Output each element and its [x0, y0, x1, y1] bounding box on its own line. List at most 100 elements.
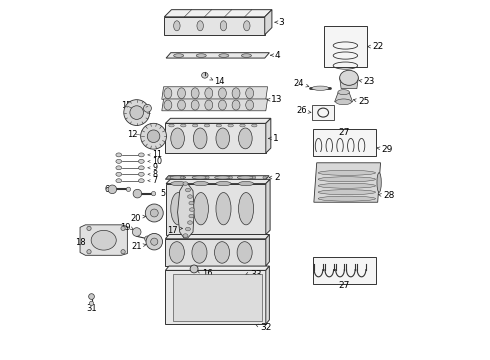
- Ellipse shape: [171, 128, 184, 149]
- Text: 1: 1: [273, 134, 279, 143]
- Ellipse shape: [139, 172, 144, 176]
- Ellipse shape: [124, 100, 149, 126]
- Ellipse shape: [191, 100, 199, 110]
- Text: 10: 10: [152, 157, 162, 166]
- Ellipse shape: [130, 106, 144, 120]
- Ellipse shape: [245, 100, 254, 110]
- Ellipse shape: [146, 204, 163, 222]
- Ellipse shape: [192, 176, 208, 179]
- Text: 31: 31: [86, 304, 97, 313]
- Ellipse shape: [205, 100, 213, 110]
- Ellipse shape: [116, 153, 122, 157]
- Ellipse shape: [216, 124, 221, 127]
- Ellipse shape: [133, 189, 142, 198]
- Ellipse shape: [216, 193, 231, 225]
- Ellipse shape: [194, 193, 208, 225]
- Text: 22: 22: [372, 42, 384, 51]
- Ellipse shape: [190, 265, 198, 273]
- Text: 14: 14: [215, 77, 225, 86]
- Ellipse shape: [194, 181, 208, 186]
- Ellipse shape: [219, 100, 226, 110]
- Ellipse shape: [164, 88, 172, 99]
- Ellipse shape: [139, 179, 144, 183]
- Ellipse shape: [318, 170, 375, 175]
- Polygon shape: [266, 266, 270, 324]
- Ellipse shape: [245, 88, 254, 99]
- Ellipse shape: [232, 88, 240, 99]
- Ellipse shape: [239, 128, 252, 149]
- Ellipse shape: [121, 226, 125, 230]
- Ellipse shape: [185, 188, 191, 192]
- Text: 33: 33: [250, 270, 262, 279]
- Polygon shape: [166, 270, 266, 324]
- Text: 19: 19: [120, 223, 130, 232]
- Ellipse shape: [215, 242, 230, 263]
- Ellipse shape: [220, 21, 227, 31]
- Ellipse shape: [181, 124, 186, 127]
- Text: 2: 2: [274, 173, 280, 182]
- Polygon shape: [166, 123, 266, 153]
- Ellipse shape: [263, 176, 267, 179]
- Polygon shape: [166, 266, 270, 270]
- Ellipse shape: [237, 176, 253, 179]
- Ellipse shape: [340, 70, 358, 85]
- Ellipse shape: [171, 193, 186, 225]
- Ellipse shape: [318, 190, 375, 195]
- Text: 29: 29: [382, 145, 393, 154]
- Polygon shape: [166, 234, 270, 239]
- Polygon shape: [177, 184, 194, 238]
- Text: 3: 3: [279, 18, 285, 27]
- Text: 24: 24: [294, 80, 304, 89]
- Polygon shape: [340, 78, 358, 89]
- Ellipse shape: [87, 226, 91, 230]
- Text: 27: 27: [339, 128, 350, 137]
- Ellipse shape: [193, 124, 198, 127]
- Ellipse shape: [237, 242, 252, 263]
- Ellipse shape: [244, 21, 250, 31]
- Text: 23: 23: [364, 77, 375, 86]
- Text: 12: 12: [127, 130, 138, 139]
- Text: 18: 18: [75, 238, 85, 247]
- Text: 17: 17: [167, 226, 178, 235]
- Text: 13: 13: [271, 95, 283, 104]
- Ellipse shape: [183, 182, 188, 185]
- Ellipse shape: [192, 242, 207, 263]
- Polygon shape: [166, 176, 269, 179]
- Ellipse shape: [89, 294, 95, 300]
- Ellipse shape: [173, 54, 184, 57]
- Ellipse shape: [173, 21, 180, 31]
- Ellipse shape: [180, 176, 184, 179]
- Ellipse shape: [252, 124, 257, 127]
- Text: 32: 32: [260, 323, 271, 332]
- Ellipse shape: [91, 230, 116, 250]
- Ellipse shape: [196, 54, 206, 57]
- Ellipse shape: [240, 124, 245, 127]
- Ellipse shape: [144, 104, 151, 112]
- Ellipse shape: [191, 88, 199, 99]
- Ellipse shape: [239, 181, 254, 186]
- Polygon shape: [266, 179, 270, 234]
- Ellipse shape: [167, 176, 171, 179]
- Text: 28: 28: [383, 191, 394, 200]
- Ellipse shape: [190, 208, 195, 211]
- Polygon shape: [166, 118, 271, 123]
- Ellipse shape: [151, 192, 156, 196]
- Ellipse shape: [132, 228, 141, 236]
- Ellipse shape: [219, 54, 229, 57]
- Bar: [324, 26, 367, 67]
- Bar: [313, 105, 334, 120]
- Ellipse shape: [377, 173, 381, 192]
- Ellipse shape: [318, 177, 375, 182]
- Ellipse shape: [215, 176, 231, 179]
- Polygon shape: [164, 17, 265, 35]
- Ellipse shape: [151, 238, 158, 245]
- Polygon shape: [164, 10, 272, 17]
- Ellipse shape: [188, 221, 193, 224]
- Ellipse shape: [216, 181, 231, 186]
- Text: 11: 11: [152, 150, 162, 159]
- Ellipse shape: [205, 176, 209, 179]
- Polygon shape: [266, 234, 270, 266]
- Polygon shape: [166, 184, 266, 234]
- Polygon shape: [166, 239, 266, 266]
- Ellipse shape: [228, 124, 233, 127]
